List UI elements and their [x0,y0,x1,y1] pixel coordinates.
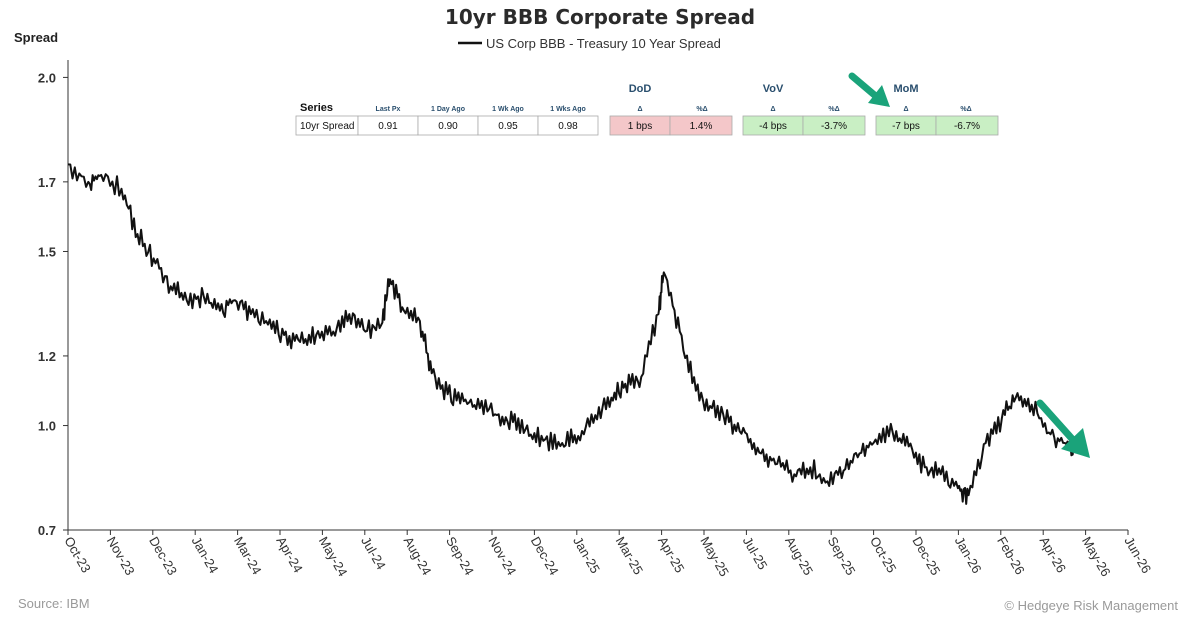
x-tick-label: Apr-25 [655,534,688,575]
group-vov-label: VoV [763,83,784,95]
table-value-1wk: 0.95 [498,121,518,132]
axes [67,60,1128,531]
x-tick-label: May-25 [697,534,732,579]
x-tick-label: Jul-25 [740,534,771,572]
y-tick-label: 1.0 [38,419,56,434]
group-dod-val2: 1.4% [690,121,713,132]
arrow-annotation-chart [1036,399,1090,458]
y-axis-label: Spread [14,30,58,45]
x-tick-label: Jan-24 [189,534,222,576]
arrow-annotation-table [848,72,890,107]
x-tick-label: Aug-24 [401,534,435,578]
x-tick-label: Nov-23 [104,534,138,578]
x-tick-label: Jun-26 [1121,534,1154,576]
y-tick-label: 0.7 [38,523,56,538]
x-tick-label: Apr-24 [273,534,306,575]
x-tick-label: Oct-25 [867,534,899,575]
group-dod-label: DoD [629,83,652,95]
table-col-1d: 1 Day Ago [431,106,465,113]
x-tick-label: Sep-24 [443,534,477,578]
group-mom-col1: Δ [903,106,908,113]
x-tick-label: Mar-24 [231,534,265,577]
x-tick-label: Dec-23 [146,534,180,578]
x-tick-label: Sep-25 [825,534,859,578]
group-vov-val1: -4 bps [759,121,787,132]
table-series-header: Series [300,102,333,114]
x-tick-label: Mar-25 [613,534,647,577]
table-value-1d: 0.90 [438,121,458,132]
y-tick-label: 2.0 [38,70,56,85]
x-tick-label: Jul-24 [358,534,389,572]
table-value-last: 0.91 [378,121,398,132]
series [67,163,1078,505]
group-vov-val2: -3.7% [821,121,847,132]
chart-title: 10yr BBB Corporate Spread [445,5,755,29]
series-line [67,163,1078,505]
x-tick-label: Dec-25 [909,534,943,578]
table-col-4wks: 1 Wks Ago [550,106,586,113]
credit-note: © Hedgeye Risk Management [1004,598,1178,613]
group-mom-cell2 [935,115,999,136]
stats-table: Series Last Px 1 Day Ago 1 Wk Ago 1 Wks … [295,83,999,136]
group-mom-col2: %Δ [960,106,971,113]
table-value-4wks: 0.98 [558,121,578,132]
x-tick-label: Aug-25 [782,534,816,578]
group-dod-col2: %Δ [696,106,707,113]
source-note: Source: IBM [18,596,90,611]
group-dod-cell2 [669,115,733,136]
table-col-last-px: Last Px [376,106,401,113]
y-tick-label: 1.7 [38,175,56,190]
x-tick-label: Oct-23 [61,534,93,575]
x-tick-label: Jan-25 [570,534,603,576]
group-vov-col1: Δ [770,106,775,113]
group-mom-val2: -6.7% [954,121,980,132]
table-row-label: 10yr Spread [300,121,354,132]
group-mom-label: MoM [893,83,918,95]
y-ticks: 0.7 1.0 1.2 1.5 1.7 2.0 [38,70,68,538]
group-mom-val1: -7 bps [892,121,920,132]
group-dod-val1: 1 bps [628,121,652,132]
group-vov-col2: %Δ [828,106,839,113]
y-tick-label: 1.2 [38,349,56,364]
legend-label: US Corp BBB - Treasury 10 Year Spread [486,36,721,51]
x-tick-label: Dec-24 [528,534,562,578]
x-ticks: Oct-23 Nov-23 Dec-23 Jan-24 Mar-24 Apr-24 May-… [61,530,1154,579]
group-vov-cell2 [802,115,866,136]
table-col-1wk: 1 Wk Ago [492,106,524,113]
x-tick-label: Nov-24 [485,534,519,578]
y-tick-label: 1.5 [38,244,56,259]
x-tick-label: Apr-26 [1037,534,1070,575]
group-dod-col1: Δ [637,106,642,113]
x-tick-label: Jan-26 [952,534,985,576]
x-tick-label: May-26 [1079,534,1114,579]
x-tick-label: Feb-26 [994,534,1028,577]
x-tick-label: May-24 [316,534,351,579]
